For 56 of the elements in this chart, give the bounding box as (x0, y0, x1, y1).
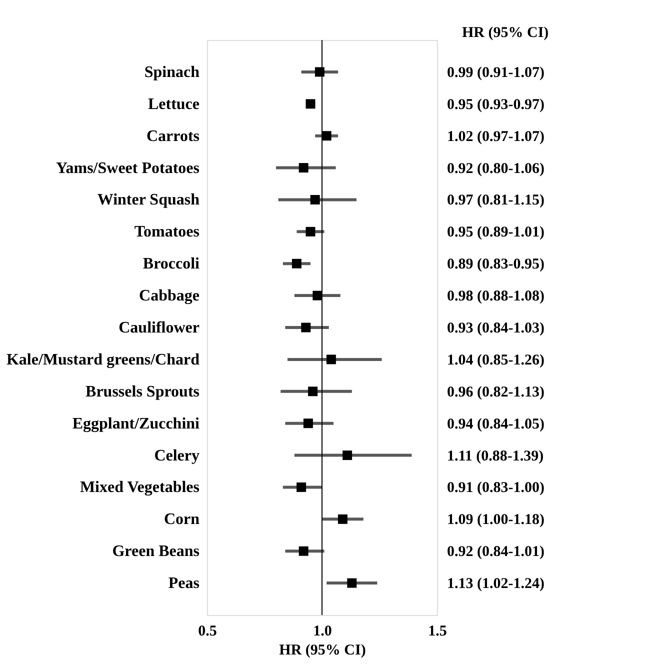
point (347, 578, 357, 588)
point (342, 450, 352, 460)
x-tick-label: 0.5 (198, 624, 217, 640)
y-tick-label: Celery (154, 447, 200, 464)
data-label: 0.92 (0.80-1.06) (447, 160, 544, 177)
point (306, 99, 316, 109)
y-tick-label: Winter Squash (97, 192, 200, 209)
text: HR (95% CI) (462, 25, 549, 41)
x-tick-label: 1.5 (428, 624, 447, 640)
data-label: 0.95 (0.93-0.97) (447, 96, 544, 113)
data-label: 1.04 (0.85-1.26) (447, 352, 544, 368)
data-label: 0.97 (0.81-1.15) (447, 192, 544, 209)
y-tick-label: Yams/Sweet Potatoes (56, 160, 200, 177)
y-tick-label: Eggplant/Zucchini (72, 415, 200, 432)
y-tick-label: Tomatoes (134, 224, 200, 241)
data-label: 1.13 (1.02-1.24) (447, 576, 544, 592)
data-label: 1.09 (1.00-1.18) (447, 512, 544, 528)
y-tick-label: Carrots (146, 128, 200, 145)
point (296, 482, 306, 492)
data-label: 0.93 (0.84-1.03) (447, 320, 544, 336)
data-label: 0.99 (0.91-1.07) (447, 64, 544, 81)
point (298, 546, 308, 556)
point (338, 514, 348, 524)
x-tick-label: 1.0 (313, 624, 332, 640)
point (303, 418, 313, 428)
data-label: 0.89 (0.83-0.95) (447, 256, 544, 273)
y-tick-label: Green Beans (112, 543, 200, 560)
data-label: 0.91 (0.83-1.00) (447, 480, 544, 496)
y-tick-label: Mixed Vegetables (80, 479, 200, 496)
point (301, 322, 311, 332)
y-tick-label: Spinach (144, 64, 200, 81)
point (298, 163, 308, 173)
point (306, 226, 316, 236)
data-label: 1.02 (0.97-1.07) (447, 128, 544, 145)
y-tick-label: Cabbage (139, 288, 200, 305)
y-tick-label: Brussels Sprouts (86, 383, 200, 400)
y-tick-label: Broccoli (142, 256, 200, 273)
point (310, 194, 320, 204)
data-label: 0.98 (0.88-1.08) (447, 288, 544, 305)
data-label: 0.94 (0.84-1.05) (447, 416, 544, 432)
point (322, 131, 332, 141)
y-tick-label: Corn (164, 511, 200, 528)
point (308, 386, 318, 396)
data-label: 1.11 (0.88-1.39) (447, 448, 544, 464)
point (314, 67, 324, 77)
data-label: 0.92 (0.84-1.01) (447, 544, 544, 560)
point (326, 354, 336, 364)
y-tick-label: Kale/Mustard greens/Chard (6, 351, 200, 368)
y-tick-label: Cauliflower (118, 320, 200, 336)
data-label: 0.96 (0.82-1.13) (447, 384, 544, 400)
y-tick-label: Lettuce (148, 96, 200, 113)
point (292, 258, 302, 268)
point (312, 290, 322, 300)
data-label: 0.95 (0.89-1.01) (447, 224, 544, 241)
y-tick-label: Peas (168, 575, 200, 592)
x-axis-title: HR (95% CI) (279, 642, 366, 658)
